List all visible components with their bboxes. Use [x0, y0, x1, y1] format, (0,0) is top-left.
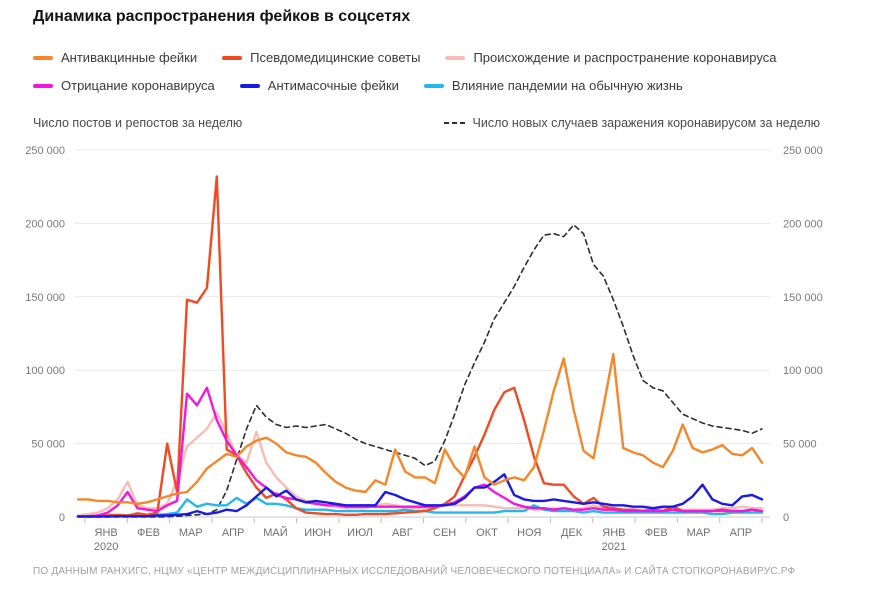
- legend-swatch-icon: [423, 83, 444, 88]
- legend-label: Антимасочные фейки: [267, 78, 399, 93]
- series-line-covid-denial: [76, 386, 764, 518]
- legend-label: Влияние пандемии на обычную жизнь: [451, 78, 683, 93]
- x-month-label: ИЮЛ: [347, 527, 373, 539]
- right-axis-caption-label: Число новых случаев заражения коронавиру…: [472, 116, 821, 130]
- legend-label: Псевдомедицинские советы: [250, 50, 421, 65]
- x-month-label: ЯНВ: [602, 527, 625, 539]
- legend-swatch-icon: [33, 55, 53, 60]
- left-axis-caption: Число постов и репостов за неделю: [33, 116, 243, 130]
- y-tick-label-left: 200 000: [25, 218, 65, 230]
- x-month-label: ДЕК: [561, 527, 583, 539]
- legend: Антивакцинные фейки Псевдомедицинские со…: [33, 50, 801, 106]
- x-month-label: МАР: [687, 527, 711, 539]
- series-line-anti-mask-fakes: [76, 473, 764, 518]
- x-month-label: ОКТ: [476, 527, 498, 539]
- y-tick-label-left: 50 000: [31, 439, 65, 451]
- y-tick-label-left: 0: [59, 512, 65, 524]
- legend-item-covid-origin-and-spread: Происхождение и распространение коронави…: [445, 50, 776, 65]
- legend-swatch-icon: [239, 83, 260, 88]
- legend-item-pandemic-impact: Влияние пандемии на обычную жизнь: [423, 78, 683, 93]
- legend-row-1: Антивакцинные фейки Псевдомедицинские со…: [33, 50, 801, 65]
- x-year-label: 2021: [602, 541, 626, 553]
- x-month-label: АПР: [730, 527, 752, 539]
- right-axis-caption: Число новых случаев заражения коронавиру…: [443, 116, 821, 130]
- x-month-label: АВГ: [392, 527, 413, 539]
- dashed-line-icon: [443, 121, 466, 125]
- y-tick-label-right: 200 000: [783, 218, 823, 230]
- series-line-new-covid-cases: [77, 224, 763, 518]
- legend-swatch-icon: [445, 55, 466, 60]
- x-month-label: АПР: [222, 527, 244, 539]
- x-month-label: ФЕВ: [137, 527, 160, 539]
- y-tick-label-right: 100 000: [783, 365, 823, 377]
- y-tick-label-left: 250 000: [25, 145, 65, 157]
- x-month-label: ФЕВ: [645, 527, 668, 539]
- y-tick-label-left: 100 000: [25, 365, 65, 377]
- x-month-label: ЯНВ: [95, 527, 118, 539]
- x-month-label: МАР: [179, 527, 203, 539]
- x-month-label: СЕН: [433, 527, 456, 539]
- legend-item-antivaccine-fakes: Антивакцинные фейки: [33, 50, 197, 65]
- y-tick-label-right: 250 000: [783, 145, 823, 157]
- y-tick-label-left: 150 000: [25, 292, 65, 304]
- legend-label: Антивакцинные фейки: [61, 50, 198, 65]
- y-tick-label-right: 0: [783, 512, 789, 524]
- y-tick-label-right: 50 000: [783, 439, 817, 451]
- legend-swatch-icon: [33, 83, 53, 88]
- page-title: Динамика распространения фейков в соцсет…: [33, 8, 411, 25]
- legend-item-pseudo-medical-advice: Псевдомедицинские советы: [222, 50, 420, 65]
- x-year-label: 2020: [94, 541, 118, 553]
- legend-row-2: Отрицание коронавируса Антимасочные фейк…: [33, 78, 801, 93]
- source-footer: ПО ДАННЫМ РАНХИГС, НЦМУ «ЦЕНТР МЕЖДИСЦИП…: [33, 566, 796, 577]
- series-line-antivaccine-fakes: [76, 352, 764, 505]
- y-tick-label-right: 150 000: [783, 292, 823, 304]
- legend-item-anti-mask-fakes: Антимасочные фейки: [239, 78, 399, 93]
- x-month-label: МАЙ: [263, 526, 287, 539]
- x-month-label: ИЮН: [304, 527, 331, 539]
- x-month-label: НОЯ: [517, 527, 541, 539]
- legend-swatch-icon: [222, 55, 243, 60]
- legend-item-covid-denial: Отрицание коронавируса: [33, 78, 215, 93]
- legend-label: Происхождение и распространение коронави…: [473, 50, 777, 65]
- legend-label: Отрицание коронавируса: [61, 78, 215, 93]
